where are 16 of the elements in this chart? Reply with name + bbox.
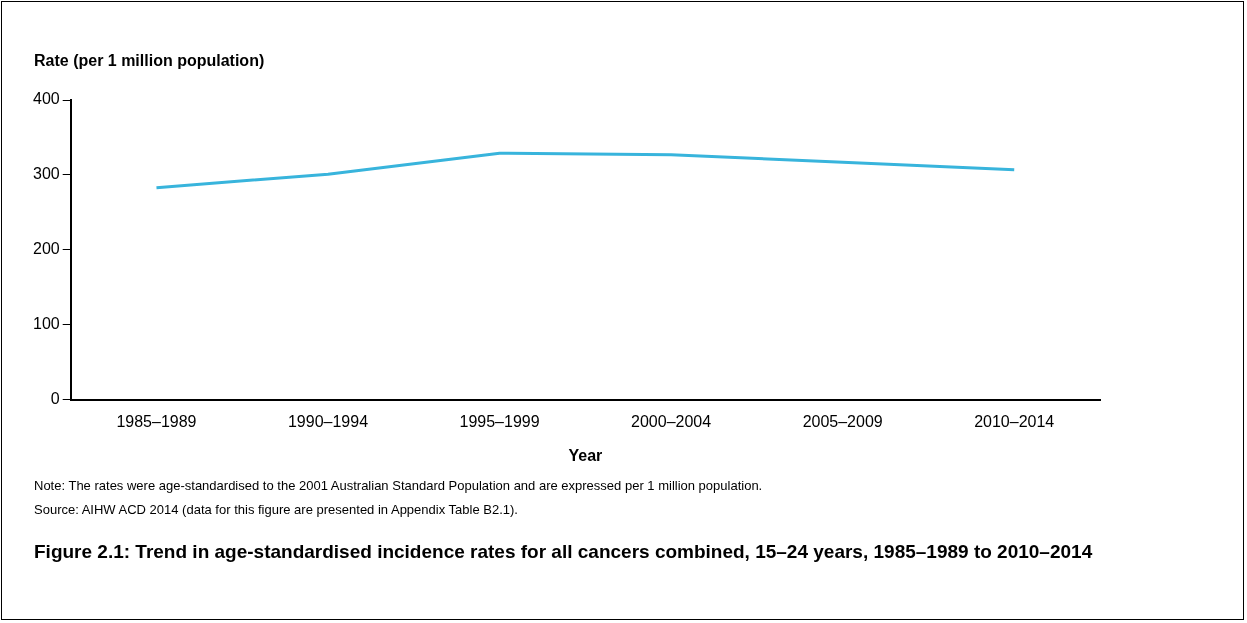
y-tick-label: 400 <box>32 90 60 108</box>
y-tick-label: 300 <box>32 165 60 183</box>
x-tick-label: 2000–2004 <box>631 412 712 430</box>
text: Note: The rates were age-standardised to the 2001 Australian Standard Population and are expressed per 1 million population. <box>34 478 763 493</box>
y-tick-label: 0 <box>50 390 60 408</box>
source-note: Source: AIHW ACD 2014 (data for this figure are presented in Appendix Table B2.1). <box>34 502 519 517</box>
y-tick-label: 100 <box>32 315 60 333</box>
y-axis-title: Rate (per 1 million population) <box>34 52 265 70</box>
x-axis-title: Year <box>568 446 603 464</box>
text: Figure 2.1: Trend in age-standardised incidence rates for all cancers combined, 15–24 years, 1985–1989 to 2010–2014 <box>34 540 1094 564</box>
x-tick-label: 1985–1989 <box>116 412 197 430</box>
y-tick-label: 200 <box>32 240 60 258</box>
x-tick-label: 2005–2009 <box>802 412 883 430</box>
x-tick-label: 1990–1994 <box>287 412 369 430</box>
x-tick-label: 1995–1999 <box>459 412 540 430</box>
x-tick-label: 2010–2014 <box>974 412 1055 430</box>
